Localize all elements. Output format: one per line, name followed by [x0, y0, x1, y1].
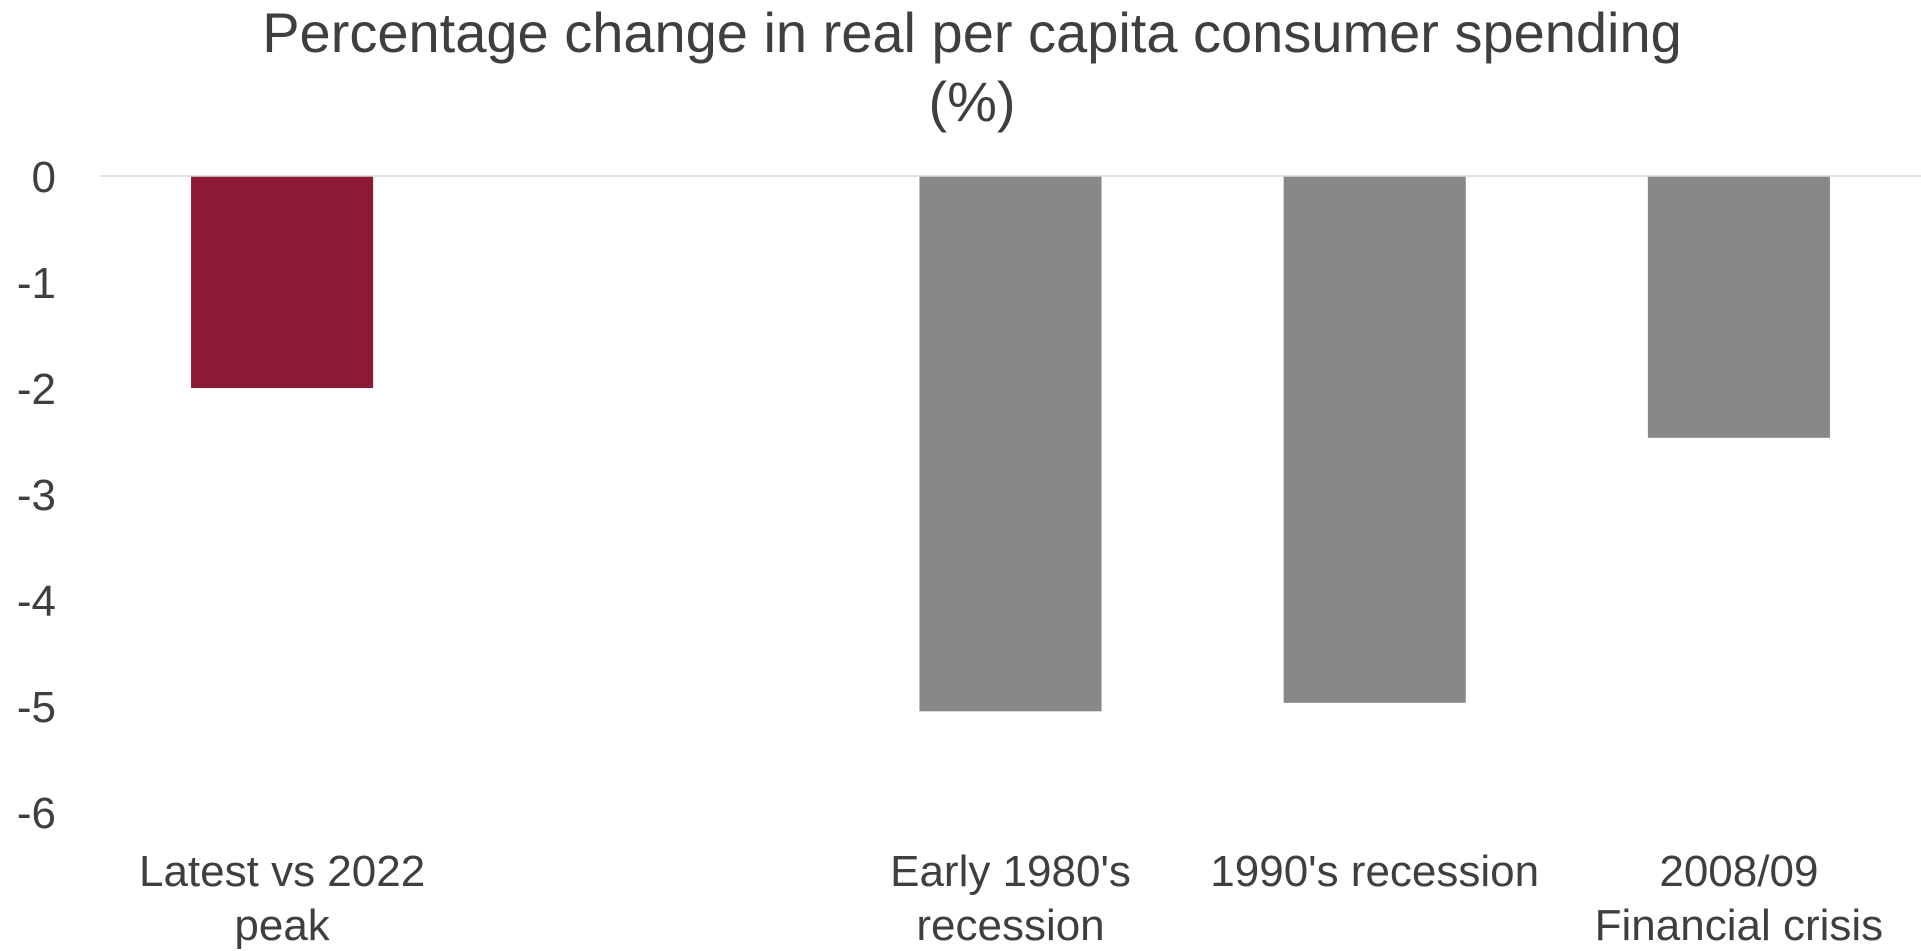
bars — [191, 176, 1830, 712]
x-tick-label: 2008/09 — [1659, 847, 1818, 896]
x-tick-label: peak — [234, 901, 330, 950]
y-tick-label: -6 — [17, 789, 56, 838]
x-tick-label: recession — [916, 901, 1104, 950]
x-tick-label: Latest vs 2022 — [139, 847, 425, 896]
x-tick-label: Early 1980's — [890, 847, 1131, 896]
y-axis: 0 -1 -2 -3 -4 -5 -6 — [17, 153, 56, 838]
y-tick-label: -2 — [17, 365, 56, 414]
x-tick-label: 1990's recession — [1210, 847, 1539, 896]
bar — [191, 176, 374, 388]
y-tick-label: -3 — [17, 471, 56, 520]
y-tick-label: -1 — [17, 259, 56, 308]
x-axis: Latest vs 2022 peak Early 1980's recession 1… — [139, 847, 1883, 950]
bar — [1283, 176, 1466, 703]
chart-title-line-1: Percentage change in real per capita con… — [262, 1, 1682, 64]
bar — [1647, 176, 1830, 438]
y-tick-label: 0 — [32, 153, 56, 202]
y-tick-label: -5 — [17, 683, 56, 732]
bar — [919, 176, 1102, 712]
x-tick-label: Financial crisis — [1595, 901, 1884, 950]
chart-title-line-2: (%) — [928, 70, 1015, 133]
y-tick-label: -4 — [17, 577, 56, 626]
